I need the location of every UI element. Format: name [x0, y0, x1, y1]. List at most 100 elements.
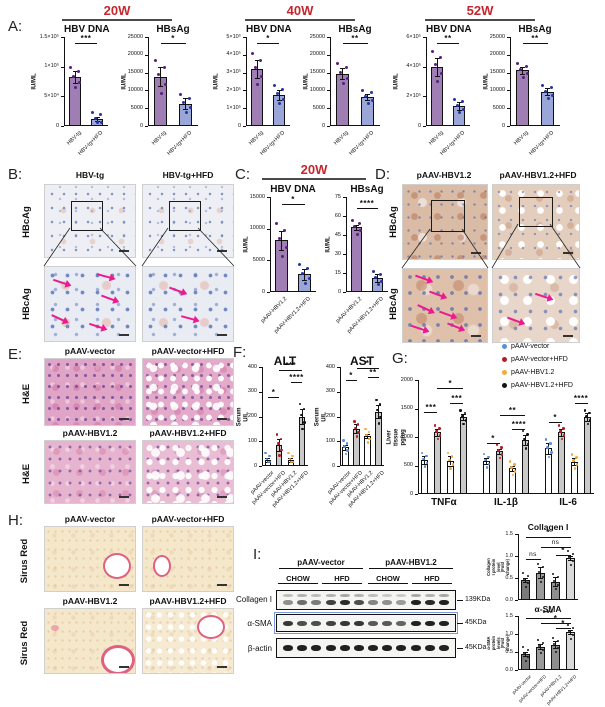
vessel-ring — [153, 555, 171, 577]
arrow-icon — [447, 322, 461, 330]
row-label-hbcag: HBcAg — [388, 288, 399, 320]
arrow-icon — [89, 322, 103, 330]
micrograph-hbcag-hbv-tg-hfd-magnified — [142, 266, 234, 342]
arrow-icon — [415, 274, 429, 282]
blot-group-paav-vector: pAAV-vector — [279, 558, 363, 569]
legend-item: pAAV-vector — [502, 340, 602, 353]
header-20w: 20W — [62, 3, 172, 21]
blot-group-paav-hbv12: pAAV-HBV1.2 — [369, 558, 453, 569]
arrow-icon — [439, 310, 453, 318]
arrow-icon — [535, 292, 549, 300]
arrow-icon — [417, 304, 431, 312]
arrow-icon — [429, 290, 443, 298]
chart-asma-quant: α-SMA α-SMA protein levels (Fold change) 0… — [485, 604, 578, 706]
micrograph-he-paav-hbv12-hfd — [142, 440, 234, 504]
col-title-paav-hbv12: pAAV-HBV1.2 — [416, 170, 472, 180]
blot-label-collagen: Collagen I — [235, 595, 272, 604]
chart-hbsag-20w: HBsAg IU/ML 0 5000 10000 15000 20000 25000 * HBV-… — [120, 24, 204, 160]
row-label-he: H&E — [21, 383, 32, 405]
chart-hbv-dna-20w: HBV DNA IU/ML 0 5×10⁴ 1×10⁵ 1.5×10⁵ *** HBV-tg H… — [31, 24, 110, 157]
diet-label-chow: CHOW — [368, 574, 408, 584]
panel-a-label: A: — [8, 18, 23, 35]
diet-label-hfd: HFD — [322, 574, 362, 584]
panel-d-label: D: — [375, 166, 390, 183]
legend-dot — [502, 383, 507, 388]
col-title-hbv-tg: HBV-tg — [75, 170, 105, 180]
panel-c-label: C: — [235, 166, 250, 183]
row-label-sirus-red: Sirus Red — [19, 620, 30, 666]
col-title-paav-vector-hfd: pAAV-vector+HFD — [151, 514, 225, 524]
row-label-sirus-red: Sirus Red — [19, 538, 30, 584]
diet-label-chow: CHOW — [278, 574, 318, 584]
zoom-region-box — [169, 201, 201, 231]
col-title-paav-hbv12-hfd: pAAV-HBV1.2+HFD — [149, 428, 227, 438]
legend-item: pAAV-HBV1.2 — [502, 366, 602, 379]
vessel-ring — [197, 615, 225, 639]
micrograph-hbcag-paav-hbv12-magnified — [402, 268, 488, 343]
legend-dot — [502, 344, 507, 349]
legend-item: pAAV-HBV1.2+HFD — [502, 379, 602, 392]
chart-alt: ALT Serum U/L 0 100 200 300 400 * *** **** pAAV-ve… — [236, 354, 310, 509]
chart-hbsag-40w: HBsAg IU/ML 0 5000 10000 15000 20000 25000 ** HBV… — [302, 24, 386, 160]
panel-b-label: B: — [8, 166, 23, 183]
blot-label-asma: α-SMA — [247, 619, 272, 628]
arrow-icon — [51, 314, 65, 322]
arrow-icon — [180, 315, 196, 321]
kda-label-45b: 45KDa — [465, 644, 487, 651]
diet-label-hfd: HFD — [412, 574, 452, 584]
zoom-region-box — [71, 201, 103, 231]
legend-dot — [502, 370, 507, 375]
micrograph-hbcag-hbv-tg — [44, 184, 136, 258]
chart-cytokines: Liver tissue pg/ug 0 500 1000 1500 2000 *** * **… — [387, 377, 600, 510]
micrograph-he-paav-vector-hfd — [142, 358, 234, 426]
kda-label-45a: 45KDa — [465, 619, 487, 626]
legend-label: pAAV-vector+HFD — [511, 356, 568, 363]
panel-e-label: E: — [8, 346, 23, 363]
arrow-icon — [169, 286, 183, 294]
chart-hbv-dna-40w: HBV DNA IU/ML 0 1×10⁵ 2×10⁵ 3×10⁵ 4×10⁵ 5×10⁵ * H… — [213, 24, 292, 157]
kda-tick — [457, 600, 463, 601]
legend-label: pAAV-vector — [511, 343, 550, 350]
micrograph-sirusred-paav-hbv12-hfd — [142, 608, 234, 674]
legend-item: pAAV-vector+HFD — [502, 353, 602, 366]
row-label-he: H&E — [21, 463, 32, 485]
kda-tick — [457, 648, 463, 649]
western-blot-asma — [273, 611, 459, 635]
vessel-ring — [103, 553, 131, 579]
legend-dot — [502, 357, 507, 362]
col-title-paav-hbv12-hfd: pAAV-HBV1.2+HFD — [149, 596, 227, 606]
chart-paav-hbsag-20w: HBsAg IU/ML 0 15 30 45 60 75 **** pAAV-HBV1.2 pAAV… — [324, 184, 394, 342]
micrograph-hbcag-paav-hbv12-hfd — [492, 184, 580, 260]
col-title-hbv-tg-hfd: HBV-tg+HFD — [162, 170, 214, 180]
legend-label: pAAV-HBV1.2+HFD — [511, 382, 573, 389]
chart-ast: AST Serum U/L 0 100 200 300 400 * * ** pAAV-vector… — [314, 354, 386, 509]
arrow-icon — [53, 278, 67, 286]
zoom-region-box — [431, 200, 465, 232]
arrow-icon — [411, 324, 425, 332]
micrograph-he-paav-vector — [44, 358, 136, 426]
chart-paav-hbv-dna-20w: HBV DNA IU/ML 0 5000 10000 15000 * pAAV-HBV1.2 p… — [243, 184, 316, 335]
arrow-icon — [507, 316, 521, 324]
row-label-hbcag: HBcAg — [21, 206, 32, 238]
legend-label: pAAV-HBV1.2 — [511, 369, 555, 376]
micrograph-hbcag-paav-hbv12-hfd-magnified — [492, 268, 580, 343]
kda-label-139: 139KDa — [465, 596, 491, 603]
chart-collagen-quant: Collagen I Collagen I protein level (Fold… — [486, 522, 600, 604]
western-blot-collagen — [276, 590, 456, 610]
arrow-icon — [101, 294, 115, 302]
row-label-hbcag: HBcAg — [388, 206, 399, 238]
col-title-paav-vector: pAAV-vector — [64, 514, 116, 524]
panel-f-label: F: — [233, 344, 247, 361]
panel-g-label: G: — [392, 350, 408, 367]
header-52w: 52W — [425, 3, 535, 21]
arrow-icon — [96, 273, 112, 279]
blot-label-bactin: β-actin — [247, 644, 272, 653]
vessel-ring — [101, 645, 135, 673]
legend: pAAV-vector pAAV-vector+HFD pAAV-HBV1.2 … — [502, 340, 602, 392]
header-c-20w: 20W — [262, 162, 366, 180]
panel-i-label: I: — [253, 546, 262, 563]
micrograph-sirusred-paav-vector-hfd — [142, 526, 234, 592]
micrograph-sirusred-paav-hbv12 — [44, 608, 136, 674]
row-label-hbcag: HBcAg — [21, 288, 32, 320]
